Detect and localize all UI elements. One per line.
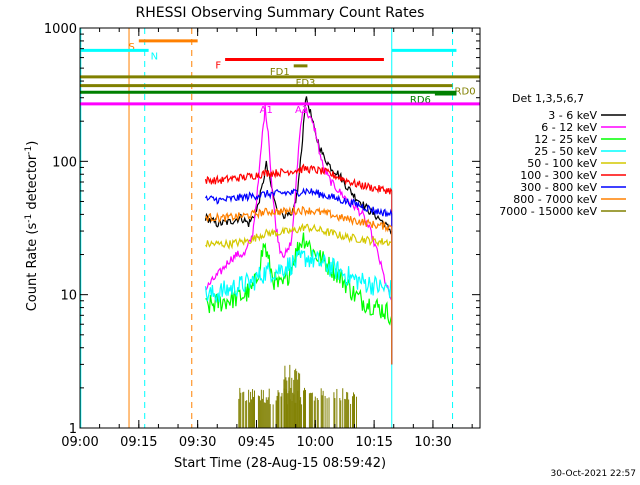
x-tick-label-3: 09:45	[238, 435, 275, 450]
series-line-2	[205, 232, 393, 326]
y-axis-label-sup2: -1	[24, 146, 34, 155]
x-tick-label-2: 09:30	[179, 435, 216, 450]
axes: 1 10 100 1000 09:00 09:15 09:30 09:45 10:00 10:15…	[44, 22, 481, 450]
footer-date: 30-Oct-2021 22:57	[551, 469, 636, 479]
legend-label-6: 300 - 800 keV	[520, 181, 597, 194]
y-tick-label-1: 10	[60, 289, 77, 304]
legend-label-5: 100 - 300 keV	[520, 169, 597, 182]
flag-label-6: RD0	[455, 87, 476, 98]
plot-area: S N F FD1 FD3 RD0 RD6 A1 A1	[80, 28, 480, 428]
legend-label-0: 3 - 6 keV	[548, 109, 597, 122]
legend-label-1: 6 - 12 keV	[541, 121, 597, 134]
x-axis-label: Start Time (28-Aug-15 08:59:42)	[174, 456, 386, 471]
flag-label-8: RD6	[410, 95, 431, 106]
legend-label-3: 25 - 50 keV	[534, 145, 597, 158]
y-axis-label-end: )	[25, 141, 40, 146]
y-axis-label: Count Rate (s-1 detector-1)	[24, 141, 40, 312]
series-line-7	[205, 205, 393, 233]
flag-label-0: S	[128, 42, 134, 53]
flag-label-9: A1	[260, 105, 273, 116]
chart-title: RHESSI Observing Summary Count Rates	[136, 5, 425, 21]
y-tick-label-3: 1000	[44, 22, 77, 37]
series-line-1	[205, 104, 393, 302]
series-line-4	[205, 222, 393, 250]
flag-label-1: N	[151, 51, 158, 62]
flag-label-10: A1	[295, 105, 308, 116]
y-tick-label-0: 1	[69, 422, 77, 437]
legend-label-8: 7000 - 15000 keV	[499, 205, 597, 218]
series-line-5	[204, 163, 393, 195]
y-axis-label-rest: detector	[25, 154, 40, 214]
series-line-0	[204, 96, 393, 235]
legend-label-2: 12 - 25 keV	[534, 133, 597, 146]
flag-label-3: F	[215, 61, 221, 72]
x-tick-label-5: 10:15	[355, 435, 392, 450]
series-line-3	[204, 249, 393, 304]
legend-label-4: 50 - 100 keV	[527, 157, 597, 170]
plot-frame	[79, 27, 481, 429]
y-axis-label-main: Count Rate (s	[25, 223, 40, 312]
x-tick-label-4: 10:00	[297, 435, 334, 450]
series-line-6	[205, 187, 393, 217]
x-tick-label-6: 10:30	[414, 435, 451, 450]
legend-label-7: 800 - 7000 keV	[513, 193, 597, 206]
flag-label-5: FD3	[296, 78, 316, 89]
x-tick-label-0: 09:00	[61, 435, 98, 450]
flag-label-4: FD1	[270, 67, 290, 78]
x-tick-label-1: 09:15	[120, 435, 157, 450]
legend-title: Det 1,3,5,6,7	[512, 92, 584, 105]
y-axis-label-sup: -1	[24, 214, 34, 223]
y-tick-label-2: 100	[52, 155, 77, 170]
